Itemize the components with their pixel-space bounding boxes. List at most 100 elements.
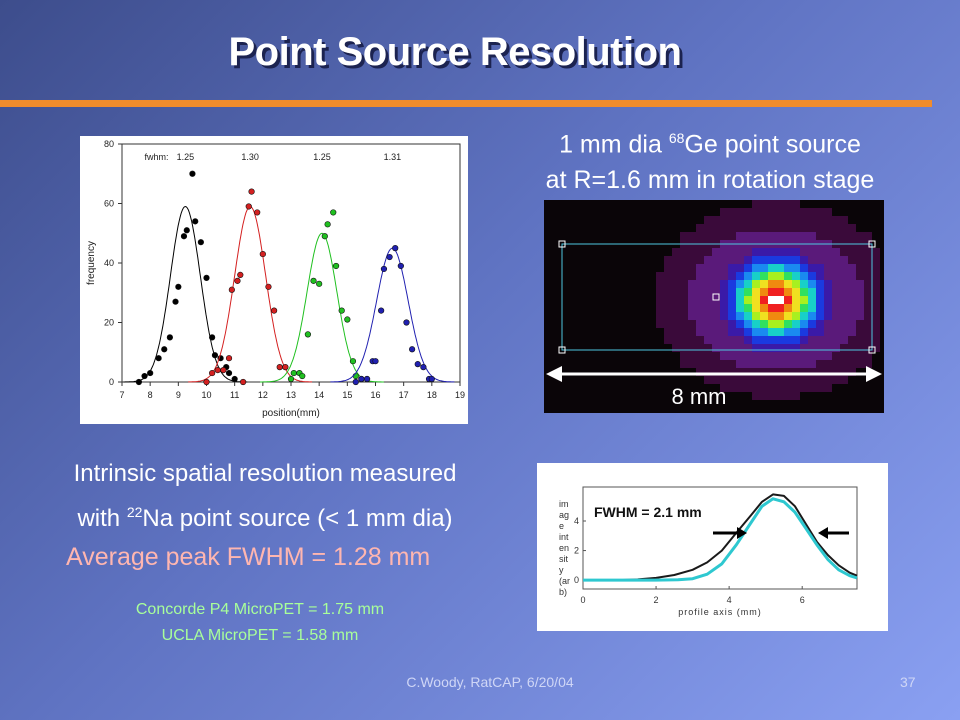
heatmap-cell xyxy=(792,280,800,288)
heatmap-cell xyxy=(792,360,800,368)
heatmap-cell xyxy=(792,264,800,272)
heatmap-cell xyxy=(840,376,848,384)
heatmap-cell xyxy=(776,264,784,272)
heatmap-cell xyxy=(728,360,736,368)
heatmap-cell xyxy=(784,248,792,256)
heatmap-cell xyxy=(720,296,728,304)
x-tick-label: 13 xyxy=(286,390,296,400)
heatmap-cell xyxy=(864,264,872,272)
heatmap-cell xyxy=(688,320,696,328)
data-point xyxy=(271,307,278,314)
heatmap-cell xyxy=(728,224,736,232)
data-point xyxy=(316,280,323,287)
heatmap-cell xyxy=(864,344,872,352)
heatmap-cell xyxy=(848,312,856,320)
heatmap-cell xyxy=(760,216,768,224)
heatmap-cell xyxy=(848,224,856,232)
x-tick-label: 7 xyxy=(119,390,124,400)
heatmap-cell xyxy=(832,328,840,336)
profile-x-tick-label: 6 xyxy=(800,595,805,605)
heatmap-cell xyxy=(704,368,712,376)
heatmap-cell xyxy=(824,224,832,232)
heatmap-cell xyxy=(760,256,768,264)
fwhm-right-arrow-head xyxy=(818,527,828,539)
heatmap-cell xyxy=(864,280,872,288)
heatmap-cell xyxy=(840,224,848,232)
heatmap-cell xyxy=(840,368,848,376)
heatmap-cell xyxy=(728,336,736,344)
heatmap-cell xyxy=(728,368,736,376)
data-point xyxy=(409,346,416,353)
heatmap-cell xyxy=(864,288,872,296)
heatmap-cell xyxy=(752,288,760,296)
heatmap-cell xyxy=(776,280,784,288)
heatmap-cell xyxy=(704,224,712,232)
point-source-heatmap: 8 mm xyxy=(544,200,884,413)
heatmap-cell xyxy=(744,296,752,304)
heatmap-cell xyxy=(808,360,816,368)
heatmap-cell xyxy=(776,296,784,304)
heatmap-cell xyxy=(736,232,744,240)
heatmap-cell xyxy=(736,360,744,368)
heatmap-cell xyxy=(696,352,704,360)
heatmap-cell xyxy=(704,296,712,304)
data-point xyxy=(237,271,244,278)
heatmap-cell xyxy=(776,360,784,368)
heatmap-cell xyxy=(800,248,808,256)
heatmap-cell xyxy=(752,376,760,384)
heatmap-cell xyxy=(752,200,760,208)
heatmap-cell xyxy=(856,320,864,328)
fwhm-label: fwhm: xyxy=(145,152,169,162)
heatmap-cell xyxy=(824,296,832,304)
heatmap-cell xyxy=(824,304,832,312)
heatmap-cell xyxy=(776,216,784,224)
heatmap-cell xyxy=(832,320,840,328)
intro-line-2-sup: 22 xyxy=(126,504,143,520)
data-point xyxy=(240,378,247,386)
fwhm-annotation: FWHM = 2.1 mm xyxy=(594,504,702,520)
heatmap-cell xyxy=(776,224,784,232)
data-point xyxy=(166,334,173,341)
heatmap-cell xyxy=(712,280,720,288)
heatmap-cell xyxy=(816,256,824,264)
heatmap-cell xyxy=(824,344,832,352)
heatmap-cell xyxy=(736,304,744,312)
heatmap-cell xyxy=(856,280,864,288)
heatmap-cell xyxy=(872,312,880,320)
x-tick-label: 16 xyxy=(370,390,380,400)
heatmap-cell xyxy=(800,368,808,376)
heatmap-cell xyxy=(728,320,736,328)
profile-frame xyxy=(582,486,858,590)
data-point xyxy=(276,364,283,371)
heatmap-cell xyxy=(728,384,736,392)
data-point xyxy=(197,239,204,246)
heatmap-cell xyxy=(728,264,736,272)
heatmap-cell xyxy=(760,232,768,240)
profile-y-axis-label: sit xyxy=(559,554,568,564)
heatmap-cell xyxy=(760,280,768,288)
data-point xyxy=(214,367,221,374)
x-tick-label: 9 xyxy=(176,390,181,400)
heatmap-cell xyxy=(664,328,672,336)
data-point xyxy=(155,355,162,362)
heatmap-cell xyxy=(752,312,760,320)
heatmap-cell xyxy=(856,312,864,320)
gaussian-fit-line xyxy=(188,205,313,383)
heatmap-cell xyxy=(680,328,688,336)
heatmap-cell xyxy=(792,304,800,312)
heatmap-cell xyxy=(816,328,824,336)
data-point xyxy=(135,378,143,386)
heatmap-cell xyxy=(864,296,872,304)
heatmap-cell xyxy=(872,248,880,256)
data-point xyxy=(248,188,255,195)
heatmap-cell xyxy=(720,304,728,312)
fwhm-value: 1.31 xyxy=(384,152,402,162)
heatmap-svg: 8 mm xyxy=(544,200,884,413)
heatmap-cell xyxy=(832,256,840,264)
x-tick-label: 17 xyxy=(399,390,409,400)
heatmap-cell xyxy=(864,352,872,360)
heatmap-cell xyxy=(816,272,824,280)
heatmap-cell xyxy=(848,368,856,376)
heatmap-cell xyxy=(712,336,720,344)
heatmap-cell xyxy=(824,288,832,296)
